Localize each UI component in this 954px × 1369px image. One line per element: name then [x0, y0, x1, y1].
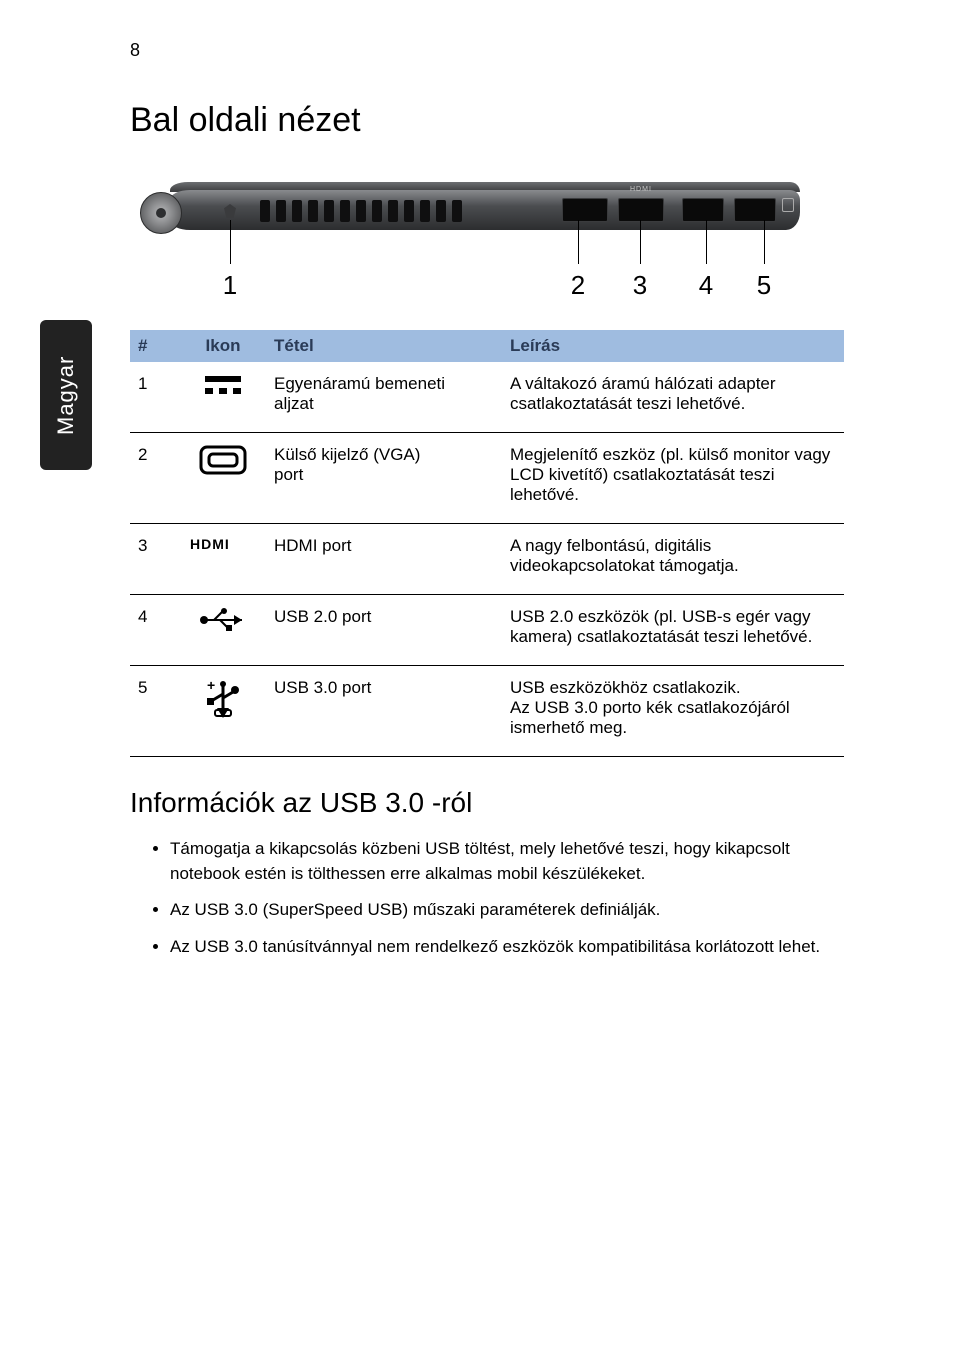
- info-list-item: Az USB 3.0 (SuperSpeed USB) műszaki para…: [170, 898, 844, 923]
- row-name: Egyenáramú bemenetialjzat: [266, 362, 502, 433]
- table-row: 2 Külső kijelző (VGA)portMegjelenítő eszk…: [130, 433, 844, 524]
- row-number: 4: [130, 595, 180, 666]
- table-row: 1 Egyenáramú bemenetialjzatA váltakozó ár…: [130, 362, 844, 433]
- callout-number: 5: [757, 270, 771, 301]
- row-name: USB 2.0 port: [266, 595, 502, 666]
- info-list: Támogatja a kikapcsolás közbeni USB tölt…: [130, 837, 844, 960]
- table-row: 4 USB 2.0 portUSB 2.0 eszközök (pl. USB-s…: [130, 595, 844, 666]
- callout-line: [640, 220, 641, 264]
- section-title: Bal oldali nézet: [130, 101, 844, 140]
- page: 8 Magyar Bal oldali nézet HDMI 12345 # I…: [0, 0, 954, 1369]
- header-icon: Ikon: [180, 330, 266, 362]
- hdmi-icon: HDMI: [180, 524, 266, 595]
- table-row: 5 + USB 3.0 portUSB eszközökhöz csatlakozi…: [130, 666, 844, 757]
- usb-icon: [180, 595, 266, 666]
- callout-number: 3: [633, 270, 647, 301]
- row-name: Külső kijelző (VGA)port: [266, 433, 502, 524]
- row-number: 3: [130, 524, 180, 595]
- table-row: 3HDMIHDMI portA nagy felbontású, digitál…: [130, 524, 844, 595]
- row-description: A nagy felbontású, digitálisvideokapcsol…: [502, 524, 844, 595]
- row-description: USB eszközökhöz csatlakozik.Az USB 3.0 p…: [502, 666, 844, 757]
- callout-line: [706, 220, 707, 264]
- callout-line: [764, 220, 765, 264]
- dc-in-icon: [180, 362, 266, 433]
- row-name: USB 3.0 port: [266, 666, 502, 757]
- svg-text:+: +: [207, 678, 215, 693]
- header-name: Tétel: [266, 330, 502, 362]
- info-list-item: Az USB 3.0 tanúsítvánnyal nem rendelkező…: [170, 935, 844, 960]
- callout-layer: 1 2 3 4 5: [130, 170, 810, 310]
- table-header-row: # Ikon Tétel Leírás: [130, 330, 844, 362]
- header-desc: Leírás: [502, 330, 844, 362]
- subsection-title: Információk az USB 3.0 -ról: [130, 787, 844, 819]
- callout-line: [578, 220, 579, 264]
- row-number: 5: [130, 666, 180, 757]
- vga-icon: [180, 433, 266, 524]
- ports-table: # Ikon Tétel Leírás 1 Egyenáramú bemeneti…: [130, 330, 844, 757]
- info-list-item: Támogatja a kikapcsolás közbeni USB tölt…: [170, 837, 844, 886]
- callout-number: 1: [223, 270, 237, 301]
- left-side-diagram: HDMI 12345: [130, 170, 810, 310]
- language-tab: Magyar: [40, 320, 92, 470]
- row-number: 1: [130, 362, 180, 433]
- callout-number: 2: [571, 270, 585, 301]
- row-description: Megjelenítő eszköz (pl. külső monitor va…: [502, 433, 844, 524]
- row-description: USB 2.0 eszközök (pl. USB-s egér vagykam…: [502, 595, 844, 666]
- callout-number: 4: [699, 270, 713, 301]
- callout-line: [230, 220, 231, 264]
- usb3-icon: +: [180, 666, 266, 757]
- page-number: 8: [130, 40, 844, 61]
- row-name: HDMI port: [266, 524, 502, 595]
- row-description: A váltakozó áramú hálózati adaptercsatla…: [502, 362, 844, 433]
- row-number: 2: [130, 433, 180, 524]
- header-num: #: [130, 330, 180, 362]
